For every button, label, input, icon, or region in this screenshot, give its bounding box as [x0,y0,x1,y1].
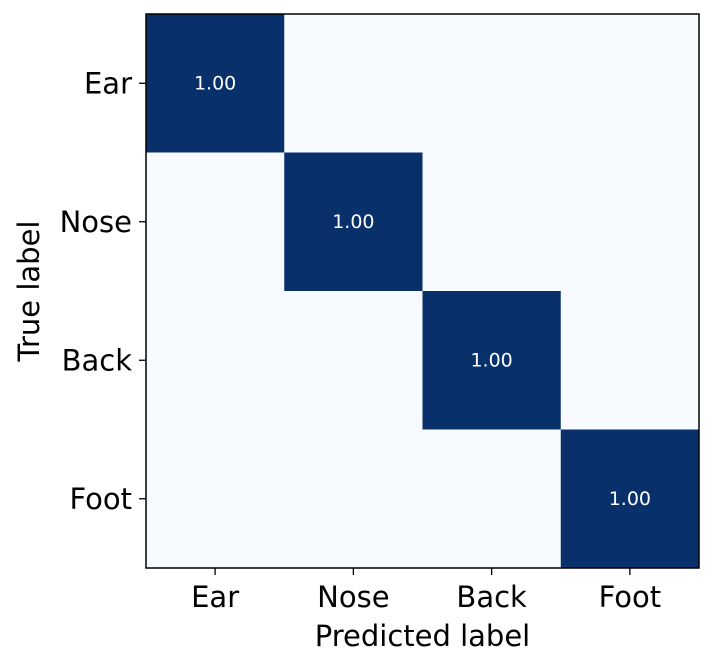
x-tick-label: Ear [191,580,239,614]
heatmap-cell-ear-back [422,14,562,153]
y-tick-label: Nose [60,205,132,239]
heatmap-cell-ear-nose [284,14,423,153]
y-axis-ticks: Ear Nose Back Foot [60,66,146,516]
heatmap-cell-nose-back [422,152,562,292]
cell-value-label: 1.00 [609,488,651,510]
heatmap-cell-nose-nose [284,152,423,292]
x-axis-title: Predicted label [315,619,531,653]
heatmap-cell-back-nose [284,291,423,430]
cell-value-label: 1.00 [470,349,512,371]
y-tick-label: Back [62,343,133,377]
x-tick-label: Foot [599,580,662,614]
plot-frame [145,13,700,569]
x-tick-label: Back [456,580,527,614]
heatmap-cell-nose-foot [560,152,700,292]
y-tick-label: Foot [69,482,132,516]
y-axis-title: True label [12,221,46,363]
cell-value-labels: 1.00 1.00 1.00 1.00 [194,72,651,510]
heatmap-cells [146,14,700,569]
heatmap-cell-foot-ear [146,429,285,569]
y-tick-label: Ear [84,66,132,100]
cell-value-label: 1.00 [194,72,236,94]
heatmap-cell-back-foot [560,291,700,430]
heatmap-cell-ear-foot [560,14,700,153]
x-axis-ticks: Ear Nose Back Foot [191,568,661,614]
heatmap-cell-foot-nose [284,429,423,569]
heatmap-cell-foot-foot [560,429,700,569]
heatmap-cell-ear-ear [146,14,285,153]
heatmap-cell-back-ear [146,291,285,430]
x-tick-label: Nose [317,580,389,614]
cell-value-label: 1.00 [332,211,374,233]
heatmap-cell-foot-back [422,429,562,569]
heatmap-cell-back-back [422,291,562,430]
heatmap-cell-nose-ear [146,152,285,292]
